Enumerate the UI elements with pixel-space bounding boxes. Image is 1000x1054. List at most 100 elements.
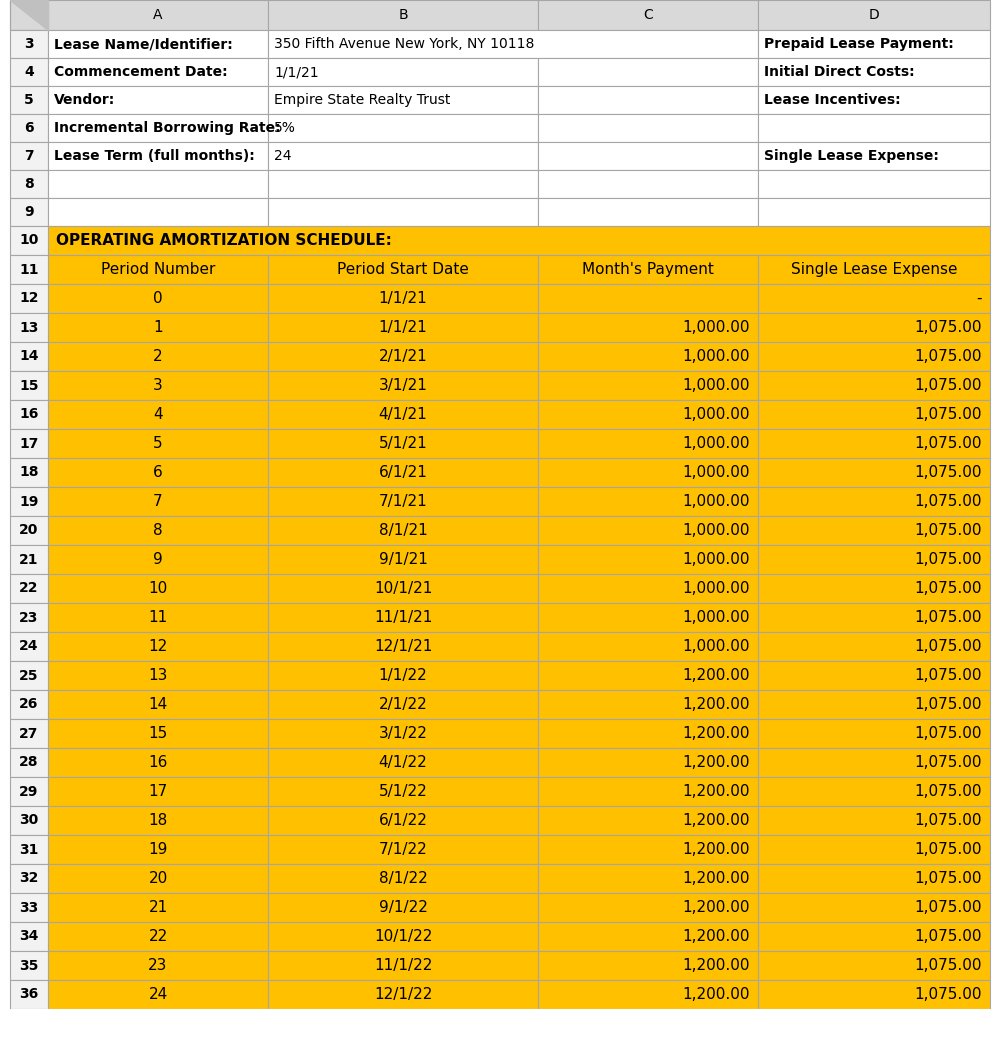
Bar [538, 401, 758, 429]
Bar [268, 777, 538, 806]
Text: 2: 2 [153, 349, 163, 364]
Bar [758, 806, 990, 835]
Bar [48, 371, 268, 401]
Text: 3: 3 [24, 37, 34, 51]
Text: 1,075.00: 1,075.00 [914, 726, 982, 741]
Bar [268, 86, 538, 114]
Text: 1,075.00: 1,075.00 [914, 349, 982, 364]
Bar [538, 371, 758, 401]
Text: 1,200.00: 1,200.00 [682, 784, 750, 799]
Bar [538, 341, 758, 371]
Text: 1/1/21: 1/1/21 [379, 291, 427, 306]
Bar [10, 487, 48, 516]
Text: 1,075.00: 1,075.00 [914, 639, 982, 653]
Bar [538, 284, 758, 313]
Text: Single Lease Expense:: Single Lease Expense: [764, 149, 939, 163]
Text: 5: 5 [153, 436, 163, 451]
Bar [268, 458, 538, 487]
Text: 1,075.00: 1,075.00 [914, 494, 982, 509]
Text: 8: 8 [153, 523, 163, 538]
Bar [268, 114, 538, 142]
Text: 5/1/22: 5/1/22 [379, 784, 427, 799]
Bar [10, 313, 48, 341]
Text: 1: 1 [153, 320, 163, 335]
Bar [758, 545, 990, 574]
Bar [10, 603, 48, 632]
Bar [48, 255, 268, 284]
Text: Period Start Date: Period Start Date [337, 262, 469, 277]
Bar [538, 690, 758, 719]
Bar [10, 255, 48, 284]
Text: 7/1/21: 7/1/21 [379, 494, 427, 509]
Bar [268, 951, 538, 980]
Bar [10, 748, 48, 777]
Bar [268, 401, 538, 429]
Text: 8/1/22: 8/1/22 [379, 871, 427, 886]
Bar [48, 748, 268, 777]
Bar [268, 371, 538, 401]
Text: 12/1/21: 12/1/21 [374, 639, 432, 653]
Text: 24: 24 [274, 149, 292, 163]
Bar [758, 30, 990, 58]
Text: 1,000.00: 1,000.00 [682, 523, 750, 538]
Bar [48, 142, 268, 170]
Bar [538, 748, 758, 777]
Bar [758, 458, 990, 487]
Bar [538, 719, 758, 748]
Text: 350 Fifth Avenue New York, NY 10118: 350 Fifth Avenue New York, NY 10118 [274, 37, 534, 51]
Bar [758, 516, 990, 545]
Text: 9: 9 [24, 204, 34, 219]
Bar [538, 114, 758, 142]
Text: 36: 36 [19, 988, 39, 1001]
Bar [268, 690, 538, 719]
Text: 1,075.00: 1,075.00 [914, 929, 982, 944]
Bar [10, 0, 48, 30]
Bar [10, 371, 48, 401]
Text: 14: 14 [19, 350, 39, 364]
Bar [538, 142, 758, 170]
Bar [10, 114, 48, 142]
Text: 19: 19 [148, 842, 168, 857]
Bar [48, 893, 268, 922]
Text: 1,075.00: 1,075.00 [914, 813, 982, 828]
Text: 7: 7 [24, 149, 34, 163]
Text: OPERATING AMORTIZATION SCHEDULE:: OPERATING AMORTIZATION SCHEDULE: [56, 233, 392, 248]
Text: 1,075.00: 1,075.00 [914, 581, 982, 596]
Text: 19: 19 [19, 494, 39, 508]
Bar [48, 951, 268, 980]
Bar [48, 313, 268, 341]
Bar [268, 545, 538, 574]
Text: 11/1/22: 11/1/22 [374, 958, 432, 973]
Bar [538, 198, 758, 226]
Bar [758, 198, 990, 226]
Bar [758, 255, 990, 284]
Bar [538, 58, 758, 86]
Text: 1/1/21: 1/1/21 [379, 320, 427, 335]
Bar [10, 30, 48, 58]
Text: 1,000.00: 1,000.00 [682, 349, 750, 364]
Text: Empire State Realty Trust: Empire State Realty Trust [274, 93, 450, 108]
Text: 1,000.00: 1,000.00 [682, 407, 750, 422]
Bar [10, 58, 48, 86]
Bar [758, 341, 990, 371]
Text: 5: 5 [24, 93, 34, 108]
Text: 23: 23 [19, 610, 39, 625]
Text: 1,075.00: 1,075.00 [914, 407, 982, 422]
Bar [48, 30, 268, 58]
Bar [538, 922, 758, 951]
Bar [758, 142, 990, 170]
Bar [268, 0, 538, 30]
Bar [758, 313, 990, 341]
Bar [268, 922, 538, 951]
Text: 1,075.00: 1,075.00 [914, 436, 982, 451]
Text: 1,075.00: 1,075.00 [914, 465, 982, 480]
Bar [268, 603, 538, 632]
Bar [48, 835, 268, 864]
Text: 29: 29 [19, 784, 39, 799]
Text: 6: 6 [153, 465, 163, 480]
Text: 1,000.00: 1,000.00 [682, 639, 750, 653]
Bar [48, 922, 268, 951]
Text: 1,000.00: 1,000.00 [682, 320, 750, 335]
Text: 5%: 5% [274, 121, 296, 135]
Text: 1,000.00: 1,000.00 [682, 581, 750, 596]
